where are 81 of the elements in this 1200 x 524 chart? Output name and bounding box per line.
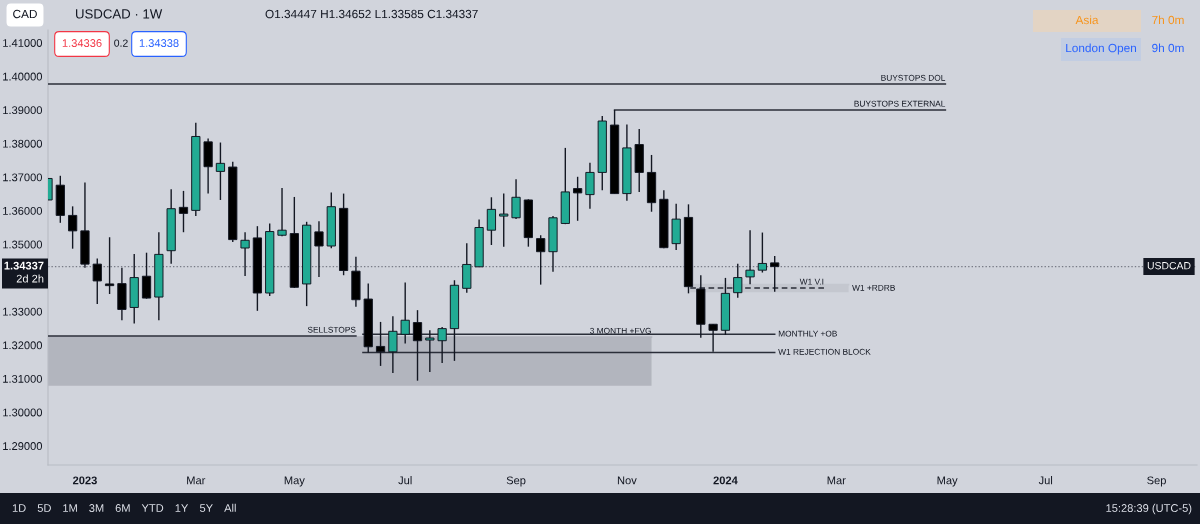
- y-tick-label: 1.33000: [3, 307, 43, 316]
- text: YTD: [141, 504, 164, 512]
- candlestick: [375, 321, 386, 367]
- candlestick: [388, 315, 398, 374]
- candlestick: [277, 187, 287, 237]
- x-tick-label: 2023: [72, 476, 97, 485]
- series-label: MONTHLY +OB: [778, 330, 837, 337]
- text: 7h 0m: [1152, 15, 1184, 25]
- text: 3M: [89, 504, 104, 512]
- series-label: 3 MONTH +FVG: [590, 327, 651, 334]
- candlestick: [240, 231, 250, 277]
- chart-title: USDCAD · 1W: [76, 9, 163, 19]
- candlestick: [314, 220, 324, 278]
- candlestick: [462, 242, 472, 294]
- series-label: W1 V.I: [799, 278, 824, 285]
- y-tick-label: 1.36000: [3, 206, 43, 215]
- x-tick-label: 2024: [713, 476, 738, 485]
- annotation: 0.2: [114, 39, 128, 47]
- candlestick: [757, 231, 768, 274]
- candlestick: [511, 178, 521, 220]
- series-label: SELLSTOPS: [307, 326, 356, 333]
- candlestick: [92, 257, 102, 305]
- candlestick: [425, 329, 435, 373]
- x-tick-label: Nov: [617, 476, 637, 485]
- text: 2d 2h: [16, 274, 44, 283]
- text: 5D: [37, 504, 51, 512]
- x-tick-label: Mar: [827, 476, 846, 485]
- ref-line-label: 1.34337: [4, 261, 44, 270]
- candlestick: [770, 255, 780, 293]
- x-tick-label: Jul: [1038, 476, 1053, 485]
- text: 15:28:39 (UTC-5): [1106, 503, 1192, 515]
- candlestick: [178, 190, 189, 233]
- annotation: USDCAD: [1147, 262, 1191, 270]
- x-tick-label: May: [284, 476, 305, 487]
- annotation: 1.34336: [62, 39, 102, 47]
- y-tick-label: 1.40000: [3, 72, 43, 81]
- x-tick-label: Sep: [1147, 476, 1166, 487]
- annotation: London Open: [1066, 43, 1137, 55]
- y-tick-label: 1.39000: [3, 106, 43, 115]
- series-label: W1 REJECTION BLOCK: [778, 348, 871, 355]
- candlestick: [486, 196, 497, 246]
- annotation: 9h 0m: [1152, 43, 1184, 53]
- candlestick: [573, 176, 583, 222]
- series-label: BUYSTOPS DOL: [881, 74, 946, 81]
- candlestick: [745, 229, 755, 285]
- text: Asia: [1075, 15, 1099, 25]
- chart-subtitle: O1.34447 H1.34652 L1.33585 C1.34337: [265, 9, 478, 19]
- candlestick: [536, 234, 546, 286]
- candlestick: [104, 236, 115, 295]
- text: 1Y: [175, 504, 189, 512]
- text: CAD: [13, 9, 37, 19]
- y-tick-label: 1.31000: [3, 374, 43, 383]
- candlestick: [437, 326, 447, 364]
- x-tick-label: Sep: [506, 476, 526, 487]
- x-tick-label: Jul: [398, 476, 412, 485]
- annotation: 1.34338: [139, 39, 179, 47]
- series-label: W1 +RDRB: [852, 284, 895, 291]
- y-tick-label: 1.32000: [3, 341, 43, 350]
- y-tick-label: 1.30000: [3, 408, 43, 417]
- y-tick-label: 1.41000: [3, 39, 43, 47]
- y-tick-label: 1.37000: [3, 173, 43, 182]
- candlestick: [733, 263, 743, 299]
- y-tick-label: 1.35000: [3, 240, 43, 249]
- y-tick-label: 1.29000: [3, 442, 43, 450]
- candlestick: [499, 192, 509, 248]
- text: All: [224, 503, 236, 512]
- text: 1D: [12, 504, 26, 512]
- candlestick: [585, 161, 595, 210]
- y-tick-label: 1.38000: [3, 139, 43, 148]
- x-tick-label: Mar: [187, 476, 206, 485]
- series-label: BUYSTOPS EXTERNAL: [854, 100, 946, 107]
- candlestick: [215, 141, 226, 201]
- candlestick: [141, 252, 152, 300]
- candlestick: [708, 323, 718, 353]
- candlestick: [412, 309, 423, 382]
- candlestick: [400, 281, 410, 345]
- text: 6M: [115, 504, 130, 512]
- text: 1M: [63, 504, 77, 512]
- text: 5Y: [199, 504, 213, 512]
- candlestick: [68, 205, 78, 250]
- x-tick-label: May: [937, 476, 958, 487]
